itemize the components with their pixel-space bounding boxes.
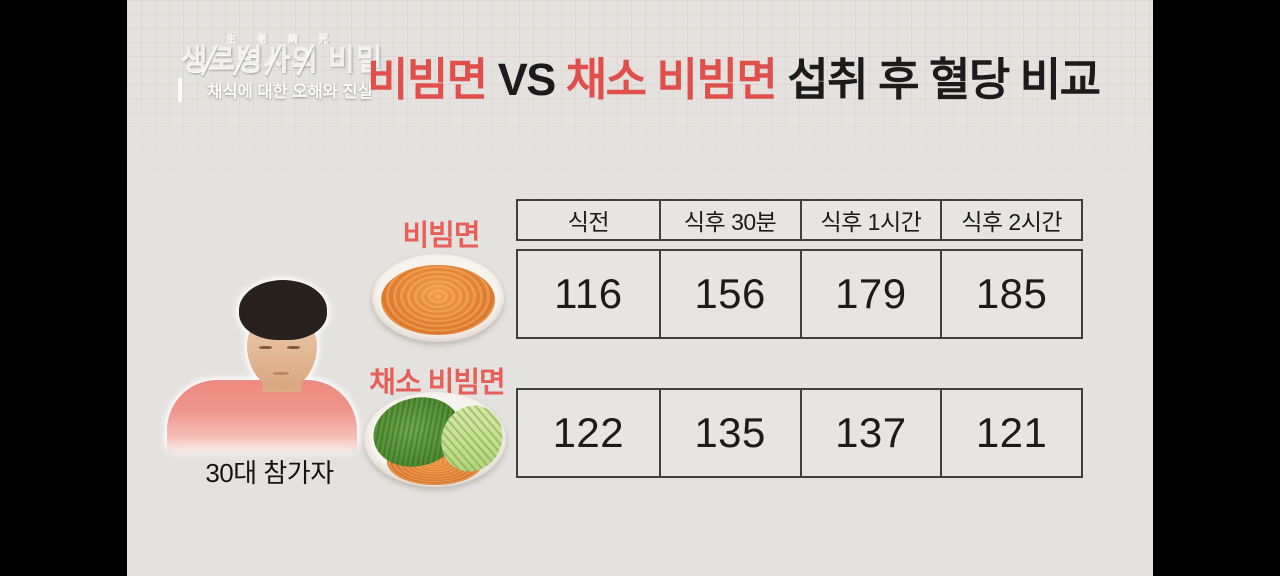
page-title: 비빔면 VS 채소 비빔면 섭취 후 혈당 비교: [367, 54, 1101, 106]
spicy-noodles-graphic: [381, 264, 495, 335]
participant-shirt: [167, 380, 357, 456]
table-row-veg-bibim-noodles: 122 135 137 121: [516, 388, 1083, 478]
glucose-table-header: 식전 식후 30분 식후 1시간 식후 2시간: [516, 199, 1083, 241]
bibim-noodles-photo: [372, 254, 504, 342]
header-cell-pre-meal: 식전: [567, 209, 610, 235]
title-segment-vs: VS: [486, 54, 566, 105]
letterbox-left: [0, 0, 127, 576]
participant-eye: [287, 346, 300, 349]
letterbox-right: [1153, 0, 1280, 576]
background-grid-texture: [127, 0, 1153, 200]
title-segment-rest: 섭취 후 혈당 비교: [776, 54, 1101, 105]
value-bibim-30min: 156: [658, 251, 800, 337]
episode-subtitle: 채식에 대한 오해와 진실: [178, 78, 392, 103]
logo-title-text: 생로병사의 비밀: [180, 44, 384, 76]
value-veg-pre: 122: [552, 409, 625, 456]
header-cell-2hour: 식후 2시간: [940, 201, 1081, 239]
participant-hair: [239, 280, 327, 340]
header-cell-1hour: 식후 1시간: [799, 201, 941, 239]
title-segment-bibim: 비빔면: [367, 54, 488, 105]
veg-bibim-noodles-photo: [364, 392, 506, 487]
value-veg-1h: 137: [799, 390, 941, 476]
value-veg-30min: 135: [658, 390, 800, 476]
show-logo: 生 老 病 死 생로병사의 비밀 채식에 대한 오해와 진실: [172, 30, 392, 103]
value-bibim-pre: 116: [554, 270, 623, 317]
participant-caption: 30대 참가자: [205, 458, 334, 488]
participant-eye: [259, 346, 272, 349]
value-bibim-2h: 185: [940, 251, 1081, 337]
row-label-bibim-noodles: 비빔면: [402, 220, 480, 252]
value-bibim-1h: 179: [799, 251, 941, 337]
participant-mouth: [273, 372, 289, 375]
value-veg-2h: 121: [940, 390, 1081, 476]
title-segment-veg-bibim: 채소 비빔면: [565, 54, 778, 105]
logo-hanja-text: 生 老 病 死: [226, 34, 338, 45]
table-row-bibim-noodles: 116 156 179 185: [516, 249, 1083, 339]
logo-title: 생로병사의 비밀: [172, 44, 392, 76]
participant-photo: [167, 280, 357, 456]
header-cell-30min: 식후 30분: [658, 201, 800, 239]
broadcast-frame: 生 老 病 死 생로병사의 비밀 채식에 대한 오해와 진실 비빔면 VS 채소…: [127, 0, 1153, 576]
